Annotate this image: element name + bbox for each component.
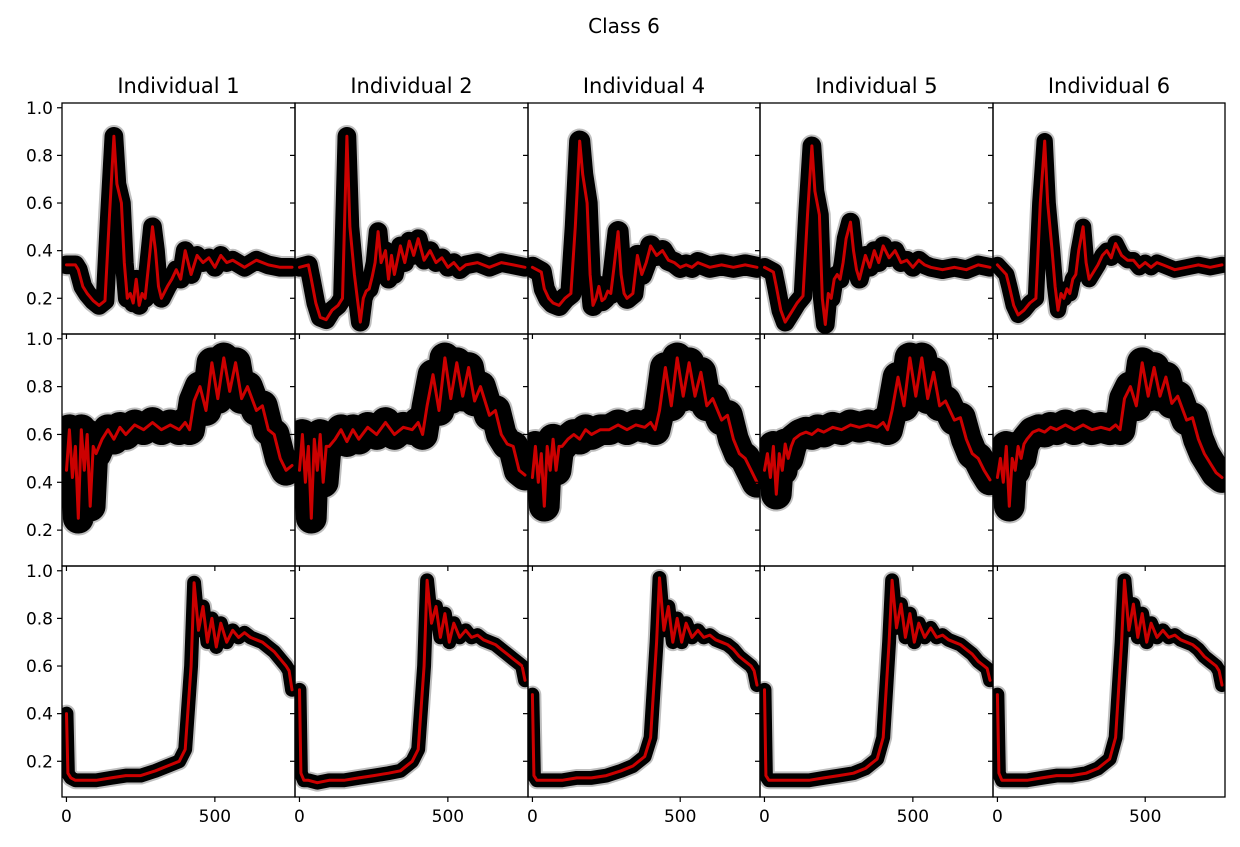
samples-band	[760, 573, 993, 788]
panel-r2-c5	[988, 333, 1226, 571]
plot-area	[295, 340, 528, 536]
x-tick-label: 500	[897, 807, 929, 827]
y-tick-label: 0.4	[26, 473, 53, 493]
y-tick-label: 0.6	[26, 194, 53, 214]
mean-line	[65, 356, 294, 520]
y-tick-label: 0.8	[26, 146, 53, 166]
x-tick-label: 500	[432, 807, 464, 827]
plot-area	[993, 345, 1225, 524]
samples-band	[993, 132, 1225, 324]
mean-line	[298, 578, 527, 785]
y-tick-label: 0.6	[26, 425, 53, 445]
x-tick-label: 0	[527, 807, 538, 827]
panel-r1-c2: Individual 2	[290, 74, 529, 339]
y-tick-label: 0.8	[26, 609, 53, 629]
plot-area	[528, 340, 760, 524]
figure-title: Class 6	[588, 14, 660, 38]
plot-area	[760, 571, 993, 790]
plot-area	[295, 124, 528, 334]
panel-r2-c1: 0.2 0.4 0.6 0.8 1.0	[26, 330, 296, 571]
column-title: Individual 5	[815, 74, 937, 98]
panel-r3-c4: 0 500	[755, 565, 994, 827]
mean-line	[298, 356, 527, 520]
samples-band	[62, 126, 295, 315]
mean-line	[763, 144, 992, 326]
samples-band	[295, 573, 528, 790]
panel-r3-c1: 0.2 0.4 0.6 0.8 1.0 0 500	[26, 562, 296, 827]
mean-line	[65, 581, 294, 782]
panel-r3-c2: 0 500	[290, 565, 529, 827]
mean-line	[530, 356, 759, 508]
mean-line	[530, 139, 759, 307]
samples-band	[528, 570, 760, 788]
y-tick-label: 1.0	[26, 99, 53, 119]
x-tick-label: 500	[1129, 807, 1161, 827]
mean-line	[995, 578, 1224, 782]
mean-line	[995, 361, 1224, 508]
samples-band	[62, 342, 295, 534]
y-tick-label: 0.2	[26, 289, 53, 309]
mean-line	[65, 134, 294, 307]
plot-area	[528, 568, 760, 790]
x-tick-label: 0	[294, 807, 305, 827]
column-title: Individual 6	[1048, 74, 1170, 98]
panel-r1-c3: Individual 4	[523, 74, 761, 339]
x-tick-label: 500	[664, 807, 696, 827]
mean-line	[995, 139, 1224, 317]
samples-band	[760, 136, 993, 334]
column-title: Individual 2	[350, 74, 472, 98]
samples-band	[62, 575, 295, 788]
mean-line	[763, 356, 992, 496]
panel-r1-c1: 0.2 0.4 0.6 0.8 1.0 Individual 1	[26, 74, 296, 339]
y-tick-label: 0.2	[26, 752, 53, 772]
y-tick-label: 0.4	[26, 705, 53, 725]
mean-line	[298, 134, 527, 324]
plot-area	[760, 134, 993, 334]
panel-r3-c3: 0 500	[523, 565, 761, 827]
plot-area	[993, 130, 1225, 326]
plot-area	[295, 571, 528, 792]
plot-area	[993, 571, 1225, 790]
y-tick-label: 0.6	[26, 657, 53, 677]
panel-r3-c5: 0 500	[988, 565, 1226, 827]
panel-r2-c4	[755, 333, 994, 571]
plot-area	[760, 340, 993, 512]
y-tick-label: 1.0	[26, 562, 53, 582]
x-tick-label: 0	[759, 807, 770, 827]
mean-line	[530, 576, 759, 782]
x-tick-label: 0	[992, 807, 1003, 827]
y-tick-label: 1.0	[26, 330, 53, 350]
panel-r1-c5: Individual 6	[988, 74, 1226, 339]
column-title: Individual 1	[117, 74, 239, 98]
plot-area	[62, 340, 295, 536]
x-tick-label: 500	[199, 807, 231, 827]
samples-band	[993, 573, 1225, 788]
y-tick-label: 0.8	[26, 378, 53, 398]
panel-r2-c3	[523, 333, 761, 571]
y-tick-label: 0.4	[26, 242, 53, 262]
panel-grid: 0.2 0.4 0.6 0.8 1.0 Individual 1 Individual 2 I…	[26, 74, 1226, 827]
column-title: Individual 4	[583, 74, 705, 98]
x-tick-label: 0	[61, 807, 72, 827]
axes-frame	[992, 565, 1226, 798]
plot-area	[62, 573, 295, 790]
plot-area	[528, 128, 760, 318]
plot-area	[62, 124, 295, 317]
panel-r1-c4: Individual 5	[755, 74, 994, 339]
panel-r2-c2	[290, 333, 529, 571]
y-tick-label: 0.2	[26, 521, 53, 541]
mean-line	[763, 578, 992, 782]
